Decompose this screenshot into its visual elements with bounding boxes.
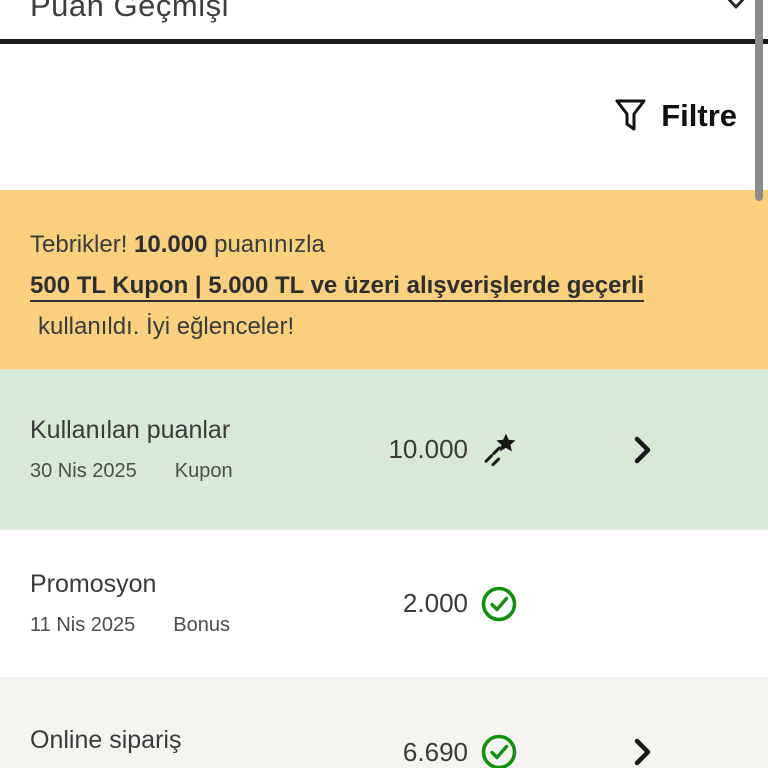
banner-line-3: kullanıldı. İyi eğlenceler! bbox=[38, 313, 295, 340]
banner-text-prefix: Tebrikler! bbox=[30, 231, 135, 258]
transaction-info: Kullanılan puanlar 30 Nis 2025 Kupon bbox=[30, 416, 382, 483]
transaction-date: 11 Nis 2025 bbox=[30, 614, 136, 636]
congrats-banner: Tebrikler! 10.000 puanınızla 500 TL Kupo… bbox=[0, 190, 768, 370]
filter-label: Filtre bbox=[661, 97, 737, 133]
check-circle-icon bbox=[480, 582, 518, 626]
chevron-right-icon[interactable] bbox=[634, 738, 652, 766]
points-value: 10.000 bbox=[388, 434, 468, 464]
points-value: 6.690 bbox=[402, 736, 468, 767]
chevron-down-icon[interactable] bbox=[722, 0, 750, 12]
transaction-row-used-points[interactable]: Kullanılan puanlar 30 Nis 2025 Kupon 10.… bbox=[0, 370, 768, 530]
filter-button[interactable]: Filtre bbox=[614, 97, 737, 134]
transaction-title: Online sipariş bbox=[30, 725, 182, 754]
points-value: 2.000 bbox=[402, 588, 468, 618]
shooting-star-icon bbox=[480, 428, 518, 472]
banner-line-1: Tebrikler! 10.000 puanınızla bbox=[30, 224, 728, 265]
transaction-meta: 30 Nis 2025 Kupon bbox=[30, 460, 382, 483]
banner-line-2: 500 TL Kupon | 5.000 TL ve üzeri alışver… bbox=[30, 265, 728, 306]
transaction-info: Promosyon 11 Nis 2025 Bonus bbox=[30, 570, 382, 637]
transaction-info: Online sipariş bbox=[30, 726, 382, 768]
transaction-row-online-order[interactable]: Online sipariş 6.690 bbox=[0, 677, 768, 768]
chevron-right-icon[interactable] bbox=[634, 436, 652, 464]
transaction-row-promotion[interactable]: Promosyon 11 Nis 2025 Bonus 2.000 bbox=[0, 530, 768, 677]
header: Puan Geçmişi bbox=[0, 0, 768, 44]
points-group: 2.000 bbox=[382, 582, 518, 626]
row-chevron-box bbox=[518, 436, 768, 464]
row-chevron-box bbox=[518, 738, 768, 766]
check-circle-icon bbox=[480, 730, 518, 768]
points-group: 6.690 bbox=[382, 730, 518, 768]
points-group: 10.000 bbox=[382, 428, 518, 472]
transaction-type: Kupon bbox=[174, 460, 233, 482]
transaction-type: Bonus bbox=[173, 614, 230, 636]
banner-points-value: 10.000 bbox=[134, 231, 208, 258]
scrollbar-thumb[interactable] bbox=[755, 0, 763, 201]
coupon-link[interactable]: 500 TL Kupon | 5.000 TL ve üzeri alışver… bbox=[30, 272, 645, 299]
banner-text-suffix: puanınızla bbox=[207, 231, 325, 258]
page-title[interactable]: Puan Geçmişi bbox=[30, 0, 229, 23]
filter-bar: Filtre bbox=[0, 44, 768, 190]
transaction-meta: 11 Nis 2025 Bonus bbox=[30, 614, 382, 637]
transaction-title: Kullanılan puanlar bbox=[30, 416, 231, 444]
funnel-icon bbox=[615, 99, 646, 131]
transaction-date: 30 Nis 2025 bbox=[30, 460, 137, 482]
transaction-title: Promosyon bbox=[30, 570, 157, 598]
